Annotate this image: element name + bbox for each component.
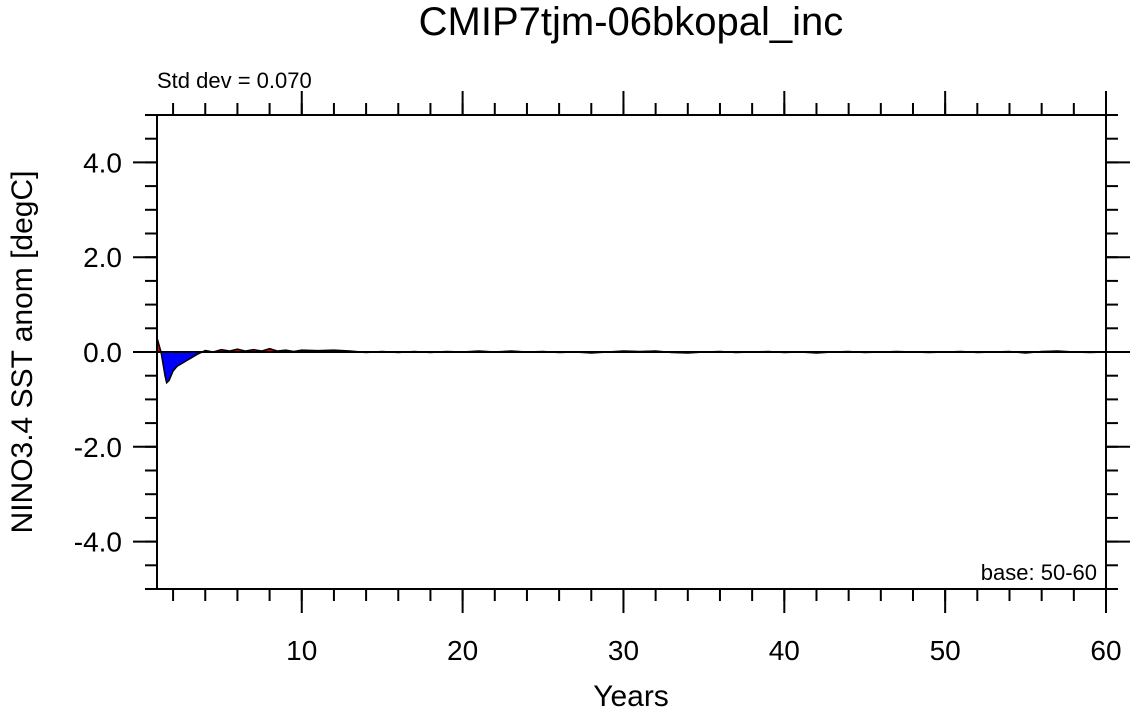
chart-title: CMIP7tjm-06bkopal_inc: [419, 0, 844, 44]
area-above: [157, 337, 1106, 352]
y-tick-label: 4.0: [83, 147, 122, 178]
x-tick-label: 20: [447, 635, 478, 666]
y-tick-label: 2.0: [83, 242, 122, 273]
y-tick-label: 0.0: [83, 337, 122, 368]
annotation: base: 50-60: [981, 560, 1097, 585]
subtitle: Std dev = 0.070: [157, 68, 312, 93]
x-tick-label: 30: [608, 635, 639, 666]
y-tick-label: -4.0: [74, 527, 122, 558]
x-tick-label: 10: [286, 635, 317, 666]
x-tick-label: 50: [930, 635, 961, 666]
line: [156, 337, 1107, 385]
x-tick-label: 40: [769, 635, 800, 666]
y-tick-label: -2.0: [74, 432, 122, 463]
x-tick-label: 60: [1090, 635, 1121, 666]
area-below: [157, 352, 1106, 383]
x-axis-label: Years: [593, 680, 669, 713]
y-axis-label: NINO3.4 SST anom [degC]: [6, 171, 39, 534]
